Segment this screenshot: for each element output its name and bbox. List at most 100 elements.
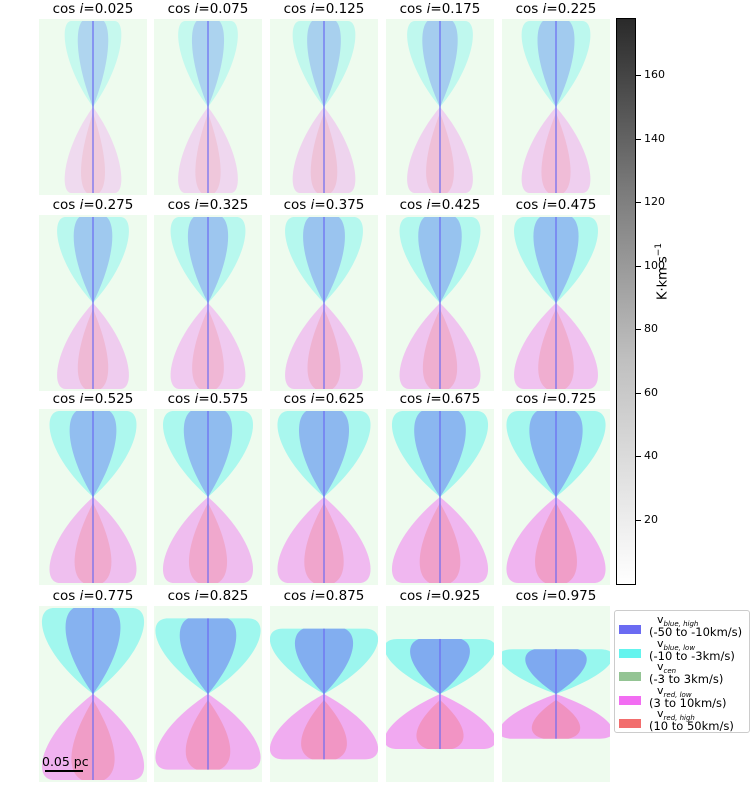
legend-item: vcen (-3 to 3km/s) — [619, 661, 749, 686]
panel-title-var: i — [426, 1, 431, 17]
legend-swatch — [619, 625, 641, 634]
panel-image — [270, 19, 378, 195]
inclination-panel: cos i=0.475 — [502, 196, 610, 392]
panel-title: cos i=0.075 — [144, 0, 272, 18]
outflow-image — [154, 19, 262, 195]
panel-title-var: i — [310, 588, 315, 604]
panel-image — [39, 409, 147, 585]
colorbar-tick-label: 60 — [644, 385, 658, 399]
colorbar-label-text: K·km s — [655, 256, 671, 300]
panel-grid: cos i=0.025 cos i=0.075 cos i=0.125 cos i=0… — [29, 0, 610, 786]
panel-title: cos i=0.925 — [376, 587, 504, 605]
panel-image — [386, 409, 494, 585]
outflow-image — [154, 409, 262, 585]
panel-image — [270, 409, 378, 585]
panel-title-var: i — [194, 391, 199, 407]
outflow-image — [154, 606, 262, 782]
panel-title-label: cos — [283, 588, 307, 604]
panel-title-var: i — [194, 1, 199, 17]
panel-title-value: =0.375 — [314, 197, 365, 213]
scale-bar-line — [45, 770, 83, 772]
panel-title-value: =0.275 — [83, 197, 134, 213]
outflow-image — [270, 409, 378, 585]
panel-title-var: i — [542, 1, 547, 17]
inclination-panel: cos i=0.525 — [39, 390, 147, 586]
panel-title-label: cos — [283, 391, 307, 407]
outflow-image — [39, 215, 147, 391]
colorbar-label: K·km s−1 — [654, 243, 670, 300]
panel-title-value: =0.525 — [83, 391, 134, 407]
inclination-panel: cos i=0.425 — [386, 196, 494, 392]
panel-title-label: cos — [399, 1, 423, 17]
legend-range: (3 to 10km/s) — [649, 695, 727, 710]
inclination-panel: cos i=0.825 — [154, 587, 262, 783]
panel-title: cos i=0.825 — [144, 587, 272, 605]
panel-title-value: =0.725 — [546, 391, 597, 407]
panel-title-var: i — [542, 391, 547, 407]
legend-swatch — [619, 719, 641, 728]
panel-title-var: i — [79, 1, 84, 17]
outflow-image — [502, 215, 610, 391]
scale-bar: 0.05 pc — [42, 754, 89, 772]
inclination-panel: cos i=0.075 — [154, 0, 262, 196]
panel-title-var: i — [426, 197, 431, 213]
colorbar-tick — [636, 75, 641, 77]
colorbar-tick — [636, 456, 641, 458]
legend-name: vcen — [657, 661, 676, 677]
colorbar-tick-label: 120 — [644, 195, 665, 209]
panel-title-value: =0.775 — [83, 588, 134, 604]
colorbar-tick — [636, 265, 641, 267]
legend-swatch — [619, 695, 641, 705]
outflow-image — [502, 19, 610, 195]
legend-subscript: blue, low — [663, 643, 696, 652]
panel-title: cos i=0.175 — [376, 0, 504, 18]
legend-swatch — [619, 648, 641, 658]
legend-item: vblue, low (-10 to -3km/s) — [619, 638, 749, 662]
colorbar-tick-label: 160 — [644, 68, 665, 82]
panel-title-label: cos — [52, 197, 76, 213]
panel-image — [502, 215, 610, 391]
outflow-image — [502, 409, 610, 585]
panel-title: cos i=0.025 — [29, 0, 157, 18]
panel-title: cos i=0.875 — [260, 587, 388, 605]
panel-title-var: i — [310, 391, 315, 407]
inclination-panel: cos i=0.625 — [270, 390, 378, 586]
inclination-panel: cos i=0.775 — [39, 587, 147, 783]
outflow-image — [386, 19, 494, 195]
panel-title: cos i=0.425 — [376, 196, 504, 214]
legend-var: v — [657, 707, 664, 720]
legend-var: v — [657, 683, 664, 697]
legend-item: vblue, high (-50 to -10km/s) — [619, 614, 749, 639]
panel-image — [154, 215, 262, 391]
panel-title-label: cos — [515, 197, 539, 213]
panel-image — [502, 606, 610, 786]
scale-bar-label: 0.05 pc — [42, 754, 89, 769]
velocity-legend: vblue, high (-50 to -10km/s) vblue, low (-1… — [614, 610, 750, 733]
legend-var: v — [657, 660, 664, 673]
panel-title: cos i=0.575 — [144, 390, 272, 408]
outflow-image — [386, 606, 494, 782]
panel-title-var: i — [194, 588, 199, 604]
colorbar-tick — [636, 392, 641, 394]
colorbar-tick — [636, 519, 641, 521]
legend-subscript: red, low — [663, 690, 692, 699]
panel-title-label: cos — [399, 588, 423, 604]
legend-var: v — [657, 636, 664, 650]
colorbar-tick-label: 100 — [644, 258, 665, 272]
panel-title-value: =0.575 — [198, 391, 249, 407]
inclination-panel: cos i=0.325 — [154, 196, 262, 392]
panel-title-var: i — [194, 197, 199, 213]
outflow-image — [270, 215, 378, 391]
legend-name: vred, high — [657, 708, 695, 724]
panel-image — [270, 215, 378, 391]
panel-title: cos i=0.125 — [260, 0, 388, 18]
panel-title: cos i=0.625 — [260, 390, 388, 408]
outflow-image — [386, 409, 494, 585]
panel-image — [39, 19, 147, 195]
panel-image — [386, 19, 494, 195]
panel-title: cos i=0.975 — [492, 587, 620, 605]
legend-name: vblue, low — [657, 638, 695, 654]
legend-range: (-10 to -3km/s) — [649, 648, 735, 663]
legend-range: (-3 to 3km/s) — [649, 672, 724, 686]
panel-title: cos i=0.475 — [492, 196, 620, 214]
